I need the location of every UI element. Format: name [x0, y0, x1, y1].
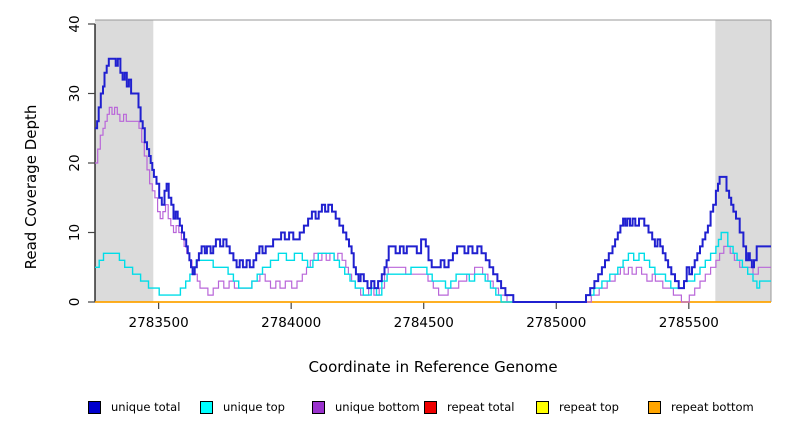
- legend-swatch-repeat-top: [536, 400, 549, 414]
- series-line-unique-bottom: [95, 106, 771, 303]
- legend-swatch-unique-total: [88, 400, 101, 414]
- x-tick-label: 2785500: [659, 315, 719, 331]
- y-tick-label: 40: [67, 15, 83, 32]
- legend-item-repeat-bottom: repeat bottom: [648, 399, 754, 415]
- legend-label: unique bottom: [335, 400, 420, 414]
- shaded-region: [95, 20, 154, 302]
- y-tick-label: 0: [67, 298, 83, 307]
- shaded-region: [715, 20, 771, 302]
- legend-item-unique-top: unique top: [200, 399, 285, 415]
- legend-swatch-unique-bottom: [312, 400, 325, 414]
- series-line-unique-top: [95, 231, 771, 303]
- legend-item-unique-bottom: unique bottom: [312, 399, 420, 415]
- y-tick-label: 30: [67, 85, 83, 102]
- legend-label: repeat bottom: [671, 400, 754, 414]
- x-tick-label: 2784000: [261, 315, 321, 331]
- y-axis-title: Read Coverage Depth: [22, 104, 40, 270]
- legend-label: repeat total: [447, 400, 515, 414]
- legend-item-repeat-total: repeat total: [424, 399, 514, 415]
- legend-label: repeat top: [559, 400, 619, 414]
- legend-label: unique top: [223, 400, 285, 414]
- series-line-unique-total: [95, 57, 771, 303]
- legend-item-repeat-top: repeat top: [536, 399, 619, 415]
- x-tick-label: 2785000: [526, 315, 586, 331]
- legend-swatch-repeat-bottom: [648, 400, 661, 414]
- x-tick-label: 2783500: [129, 315, 189, 331]
- legend-item-unique-total: unique total: [88, 399, 180, 415]
- x-axis-title: Coordinate in Reference Genome: [308, 358, 558, 376]
- legend-label: unique total: [111, 400, 181, 414]
- legend-swatch-repeat-total: [424, 400, 437, 414]
- legend-swatch-unique-top: [200, 400, 213, 414]
- y-tick-label: 10: [67, 224, 83, 241]
- x-tick-label: 2784500: [394, 315, 454, 331]
- legend: unique total unique top unique bottom repea…: [0, 399, 792, 419]
- y-tick-label: 20: [67, 154, 83, 171]
